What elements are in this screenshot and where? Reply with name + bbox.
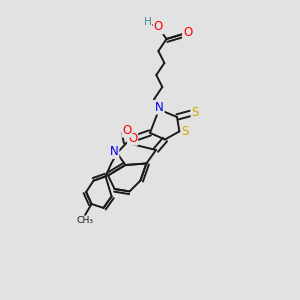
Text: H: H: [144, 17, 152, 27]
Text: N: N: [110, 145, 118, 158]
Text: O: O: [183, 26, 192, 39]
Text: N: N: [155, 100, 164, 114]
Text: O: O: [122, 124, 131, 137]
Text: O: O: [128, 132, 137, 145]
Text: CH₃: CH₃: [76, 216, 93, 225]
Text: S: S: [192, 106, 199, 119]
Text: O: O: [154, 20, 163, 34]
Text: S: S: [182, 125, 189, 139]
